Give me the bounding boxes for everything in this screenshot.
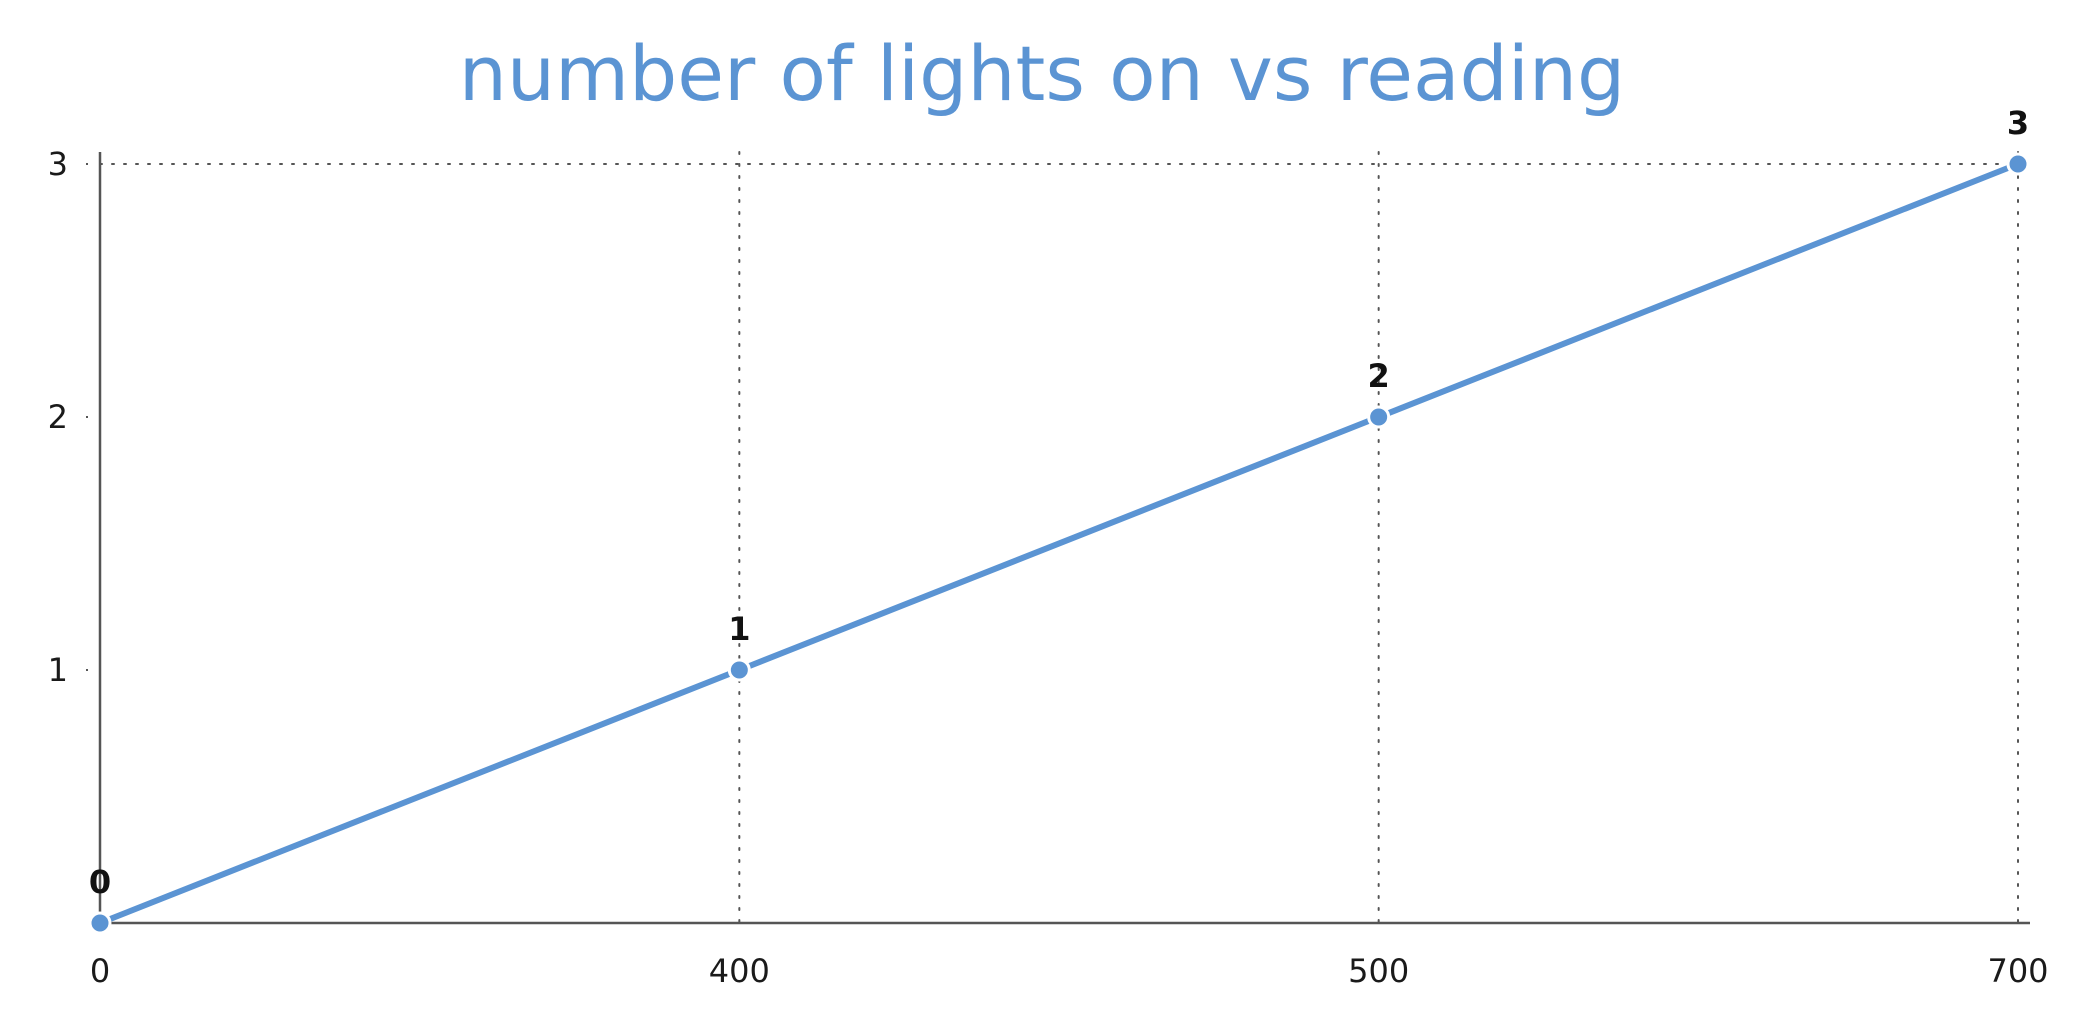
x-tick-label: 700 (1987, 952, 2048, 990)
tick-labels: 0 400 500 700 1 2 3 (48, 145, 2049, 990)
data-point (727, 658, 751, 682)
y-tick-label: 1 (48, 651, 68, 689)
data-labels: 0 1 2 3 (89, 104, 2029, 901)
series (88, 152, 2030, 935)
data-label: 0 (89, 863, 111, 901)
y-tick-label: 3 (48, 145, 68, 183)
x-tick-label: 500 (1348, 952, 1409, 990)
y-tick-label: 2 (48, 398, 68, 436)
data-point (1367, 405, 1391, 429)
data-label: 3 (2007, 104, 2029, 142)
data-label: 1 (728, 610, 750, 648)
data-point (2006, 152, 2030, 176)
axes (98, 152, 2030, 925)
data-point (88, 911, 112, 935)
chart-title: number of lights on vs reading (459, 29, 1626, 118)
gridlines (99, 151, 2031, 924)
x-tick-label: 0 (90, 952, 110, 990)
x-tick-label: 400 (709, 952, 770, 990)
data-label: 2 (1368, 357, 1390, 395)
series-line (97, 161, 2021, 926)
